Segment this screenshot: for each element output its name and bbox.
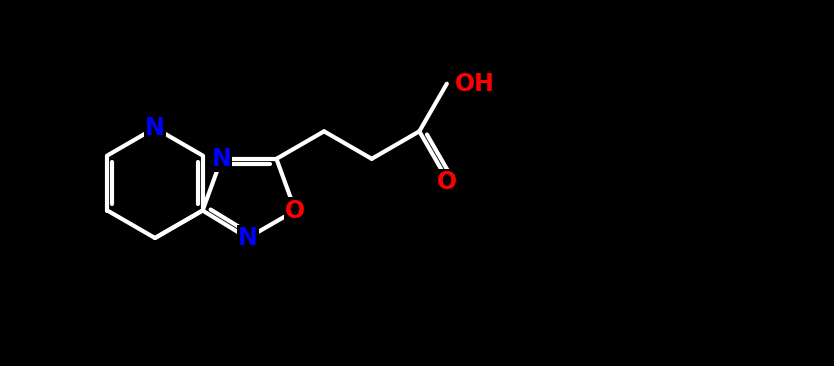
- Text: O: O: [285, 198, 305, 223]
- Text: OH: OH: [455, 72, 495, 96]
- Text: O: O: [437, 170, 457, 194]
- Text: N: N: [238, 226, 258, 250]
- Text: N: N: [145, 116, 165, 140]
- Text: N: N: [212, 147, 231, 171]
